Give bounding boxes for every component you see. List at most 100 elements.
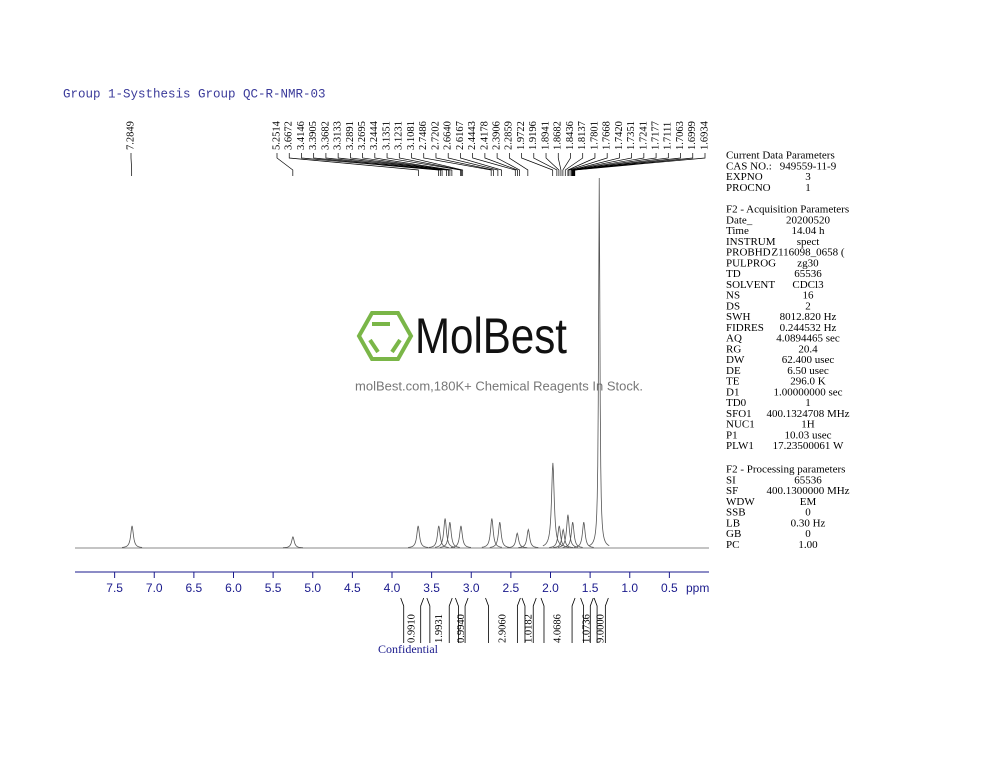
peak-leader	[496, 153, 520, 176]
peak	[408, 525, 429, 548]
peak-leader	[435, 153, 494, 176]
peak-leader	[301, 153, 439, 176]
peak-leader	[567, 153, 596, 176]
peak	[489, 522, 510, 548]
peak-label: 3.3905	[308, 121, 319, 150]
param-name: SSB	[726, 507, 746, 519]
param-name: LB	[726, 517, 740, 529]
logo-brand: MolBest	[415, 308, 567, 364]
integral-label: 0.9940	[456, 614, 467, 643]
param-value: 65536	[794, 474, 822, 486]
peak-leader	[276, 153, 294, 176]
param-name: TD0	[726, 397, 747, 409]
param-name: D1	[726, 386, 739, 398]
param-name: DW	[726, 354, 745, 366]
param-name: SWH	[726, 311, 751, 323]
peak-label: 3.4146	[296, 121, 307, 150]
peak-leader	[573, 153, 694, 176]
param-name: SI	[726, 474, 736, 486]
param-value: 62.400 usec	[782, 354, 835, 366]
peak-label: 1.9196	[528, 121, 539, 150]
param-name: INSTRUM	[726, 236, 776, 248]
peak-leader	[130, 153, 133, 176]
param-value: 65536	[794, 268, 822, 280]
peak-label: 5.2514	[271, 120, 282, 150]
param-value: 1.00000000 sec	[773, 386, 842, 398]
peak-label: 3.2444	[369, 120, 380, 150]
integral-label: 1.9931	[434, 614, 445, 643]
param-name: PC	[726, 539, 739, 551]
peak-label: 1.7111	[663, 122, 674, 150]
peak-leader	[325, 153, 443, 176]
peak	[518, 528, 539, 548]
peak	[507, 532, 528, 549]
integral-label: 1.0736	[581, 614, 592, 643]
peak-leader	[337, 153, 447, 176]
param-name: SFO1	[726, 408, 752, 420]
peak-label: 3.2891	[345, 121, 356, 150]
peak-leader	[562, 153, 571, 176]
peak-leader	[423, 153, 492, 176]
param-value: 8012.820 Hz	[780, 311, 837, 323]
peak	[589, 177, 610, 547]
param-name: DE	[726, 365, 741, 377]
peak-label: 1.7351	[626, 121, 637, 150]
peak-label: 2.6167	[455, 121, 466, 150]
param-name: TE	[726, 376, 740, 388]
peak-label: 3.1231	[394, 121, 405, 150]
peak	[542, 462, 564, 547]
x-tick-label: 4.5	[344, 581, 361, 595]
param-value: 20.4	[798, 343, 818, 355]
peak-label: 1.8941	[540, 121, 551, 150]
param-name: Date_	[726, 214, 753, 226]
peak-label: 2.7202	[430, 121, 441, 150]
x-tick-label: 6.0	[225, 581, 242, 595]
peak-leader	[568, 153, 608, 176]
param-value: Z116098_0658 (	[771, 247, 845, 259]
param-value: 16	[803, 290, 815, 302]
param-value: 3	[805, 171, 811, 183]
param-value: EM	[800, 496, 817, 508]
x-tick-label: 1.0	[621, 581, 638, 595]
param-name: GB	[726, 528, 741, 540]
integral-bracket	[455, 597, 469, 643]
param-value: 10.03 usec	[784, 429, 831, 441]
peak	[428, 525, 449, 548]
peak	[562, 522, 583, 548]
peak-leader	[313, 153, 441, 176]
param-value: 0.30 Hz	[791, 517, 826, 529]
peak-label: 1.7177	[650, 121, 661, 150]
peak-leader	[398, 153, 462, 176]
x-tick-label: 1.5	[582, 581, 599, 595]
peak-leader	[564, 153, 584, 176]
param-name: NS	[726, 290, 740, 302]
param-value: 6.50 usec	[787, 365, 829, 377]
x-tick-label: 6.5	[186, 581, 203, 595]
peak-leader	[411, 153, 464, 176]
logo-tagline: molBest.com,180K+ Chemical Reagents In S…	[355, 378, 643, 393]
peak	[573, 522, 594, 548]
logo-line	[390, 338, 402, 354]
x-tick-label: 5.5	[265, 581, 282, 595]
param-value: 20200520	[786, 214, 831, 226]
logo	[356, 311, 414, 361]
peak-leader	[574, 153, 706, 176]
peak-label: 1.7063	[675, 121, 686, 150]
integral-label: 0.9910	[407, 614, 418, 643]
peak-leader	[460, 153, 502, 176]
param-name: SF	[726, 485, 738, 497]
peak-label: 3.3682	[320, 121, 331, 150]
peak-label: 1.7668	[602, 121, 613, 150]
peak	[481, 518, 502, 548]
integral-bracket	[485, 597, 521, 643]
param-value: 1	[805, 182, 811, 194]
param-value: 1	[805, 397, 811, 409]
param-value: 14.04 h	[792, 225, 826, 237]
integral-bracket	[593, 597, 609, 643]
param-section-title: F2 - Processing parameters	[726, 464, 845, 476]
param-section-title: Current Data Parameters	[726, 150, 835, 162]
peak-leader	[570, 153, 620, 176]
x-tick-label: 3.0	[463, 581, 480, 595]
peak-label: 1.8682	[553, 121, 564, 150]
